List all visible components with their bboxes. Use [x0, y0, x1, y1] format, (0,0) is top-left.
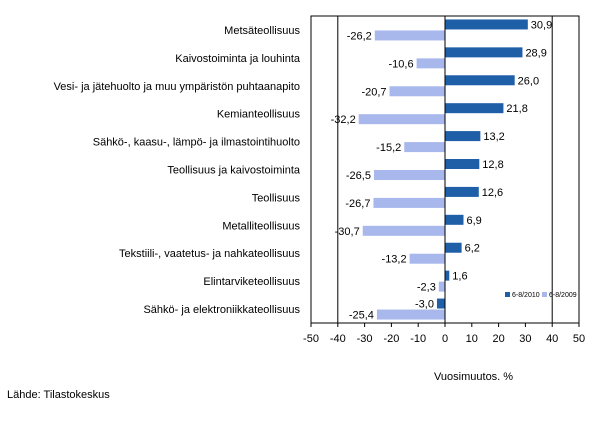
data-label: -25,4	[349, 310, 374, 322]
data-label: 28,9	[525, 47, 546, 59]
bar-2010	[445, 19, 528, 30]
bar-2010	[445, 159, 480, 169]
category-label: Metalliteollisuus	[222, 220, 300, 232]
category-labels: Metsäteollisuus Kaivostoiminta ja louhint…	[54, 25, 301, 316]
category-label: Metsäteollisuus	[224, 25, 300, 37]
legend-swatch	[505, 292, 510, 297]
data-label: 12,6	[482, 187, 503, 199]
x-tick-label: 50	[573, 333, 585, 345]
legend-swatch	[542, 292, 547, 297]
x-tick-label: -50	[303, 333, 319, 345]
bar-2009	[376, 309, 445, 320]
x-tick-label: -40	[330, 333, 346, 345]
category-label: Sähkö-, kaasu-, lämpö- ja ilmastointihuo…	[93, 137, 300, 149]
data-label: -30,7	[335, 226, 360, 238]
data-label: -20,7	[361, 86, 386, 98]
data-label: 6,2	[465, 243, 480, 255]
bar-2009	[358, 114, 445, 125]
gridlines	[337, 16, 553, 323]
bar-2010	[445, 186, 479, 197]
data-labels: 30,9 -26,2 28,9 -10,6 26,0 -20,7 21,8 -32,2 13,2…	[331, 19, 553, 321]
data-label: 12,8	[482, 159, 503, 171]
data-label: 21,8	[506, 103, 527, 115]
category-label: Sähkö- ja elektroniikkateollisuus	[143, 304, 300, 316]
bar-2010	[445, 214, 464, 225]
bars	[358, 19, 528, 320]
legend: 6-8/2010 6-8/2009	[505, 292, 577, 299]
bar-2009	[404, 142, 445, 153]
data-label: -2,3	[417, 282, 436, 294]
data-label: 13,2	[483, 131, 504, 143]
x-tick-label: 20	[492, 333, 504, 345]
legend-label: 6-8/2010	[512, 292, 540, 299]
bar-2009	[438, 281, 445, 292]
x-tick-label: -30	[357, 333, 373, 345]
data-label: 30,9	[531, 19, 552, 31]
data-label: -13,2	[382, 254, 407, 266]
bar-2009	[416, 58, 445, 69]
bar-2010	[445, 242, 462, 253]
bar-2010	[445, 103, 504, 114]
bar-2009	[409, 253, 445, 264]
x-tick-label: 0	[442, 333, 448, 345]
x-tick-label: 40	[546, 333, 558, 345]
data-label: 1,6	[452, 271, 467, 283]
data-label: -10,6	[389, 58, 414, 70]
category-label: Vesi- ja jätehuolto ja muu ympäristön pu…	[54, 81, 300, 93]
x-tick-label: -20	[383, 333, 399, 345]
bar-2010	[445, 270, 450, 281]
bar-2009	[373, 197, 445, 208]
legend-label: 6-8/2009	[549, 292, 577, 299]
category-label: Elintarviketeollisuus	[203, 276, 300, 288]
x-axis-title: Vuosimuutos, %	[434, 371, 513, 380]
source-note: Lähde: Tilastokeskus	[7, 389, 110, 401]
x-tick-label: 30	[519, 333, 531, 345]
data-label: -26,5	[346, 170, 371, 182]
x-tick-label: -10	[410, 333, 426, 345]
category-label: Teollisuus ja kaivostoiminta	[167, 165, 301, 177]
x-axis: -50 -40 -30 -20 -10 0 10 20 30 40 50	[303, 16, 585, 345]
data-label: 26,0	[518, 75, 539, 87]
data-label: -26,2	[347, 30, 372, 42]
category-label: Kemianteollisuus	[217, 109, 301, 121]
category-label: Teollisuus	[252, 192, 301, 204]
bar-2009	[389, 86, 445, 97]
data-label: -15,2	[376, 142, 401, 154]
category-label: Kaivostoiminta ja louhinta	[175, 53, 301, 65]
data-label: -26,7	[345, 198, 370, 210]
bar-2009	[362, 225, 445, 236]
bar-2010	[445, 131, 481, 142]
bar-2009	[373, 170, 445, 180]
bar-2010	[436, 298, 445, 309]
bar-2010	[445, 75, 515, 86]
data-label: 6,9	[466, 215, 481, 227]
data-label: -32,2	[331, 114, 356, 126]
bar-2009	[374, 30, 445, 41]
x-tick-label: 10	[466, 333, 478, 345]
category-label: Tekstiili-, vaatetus- ja nahkateollisuus	[119, 248, 300, 260]
bar-2010	[445, 47, 523, 58]
data-label: -3,0	[415, 299, 434, 311]
bar-chart: Metsäteollisuus Kaivostoiminta ja louhint…	[54, 15, 585, 380]
